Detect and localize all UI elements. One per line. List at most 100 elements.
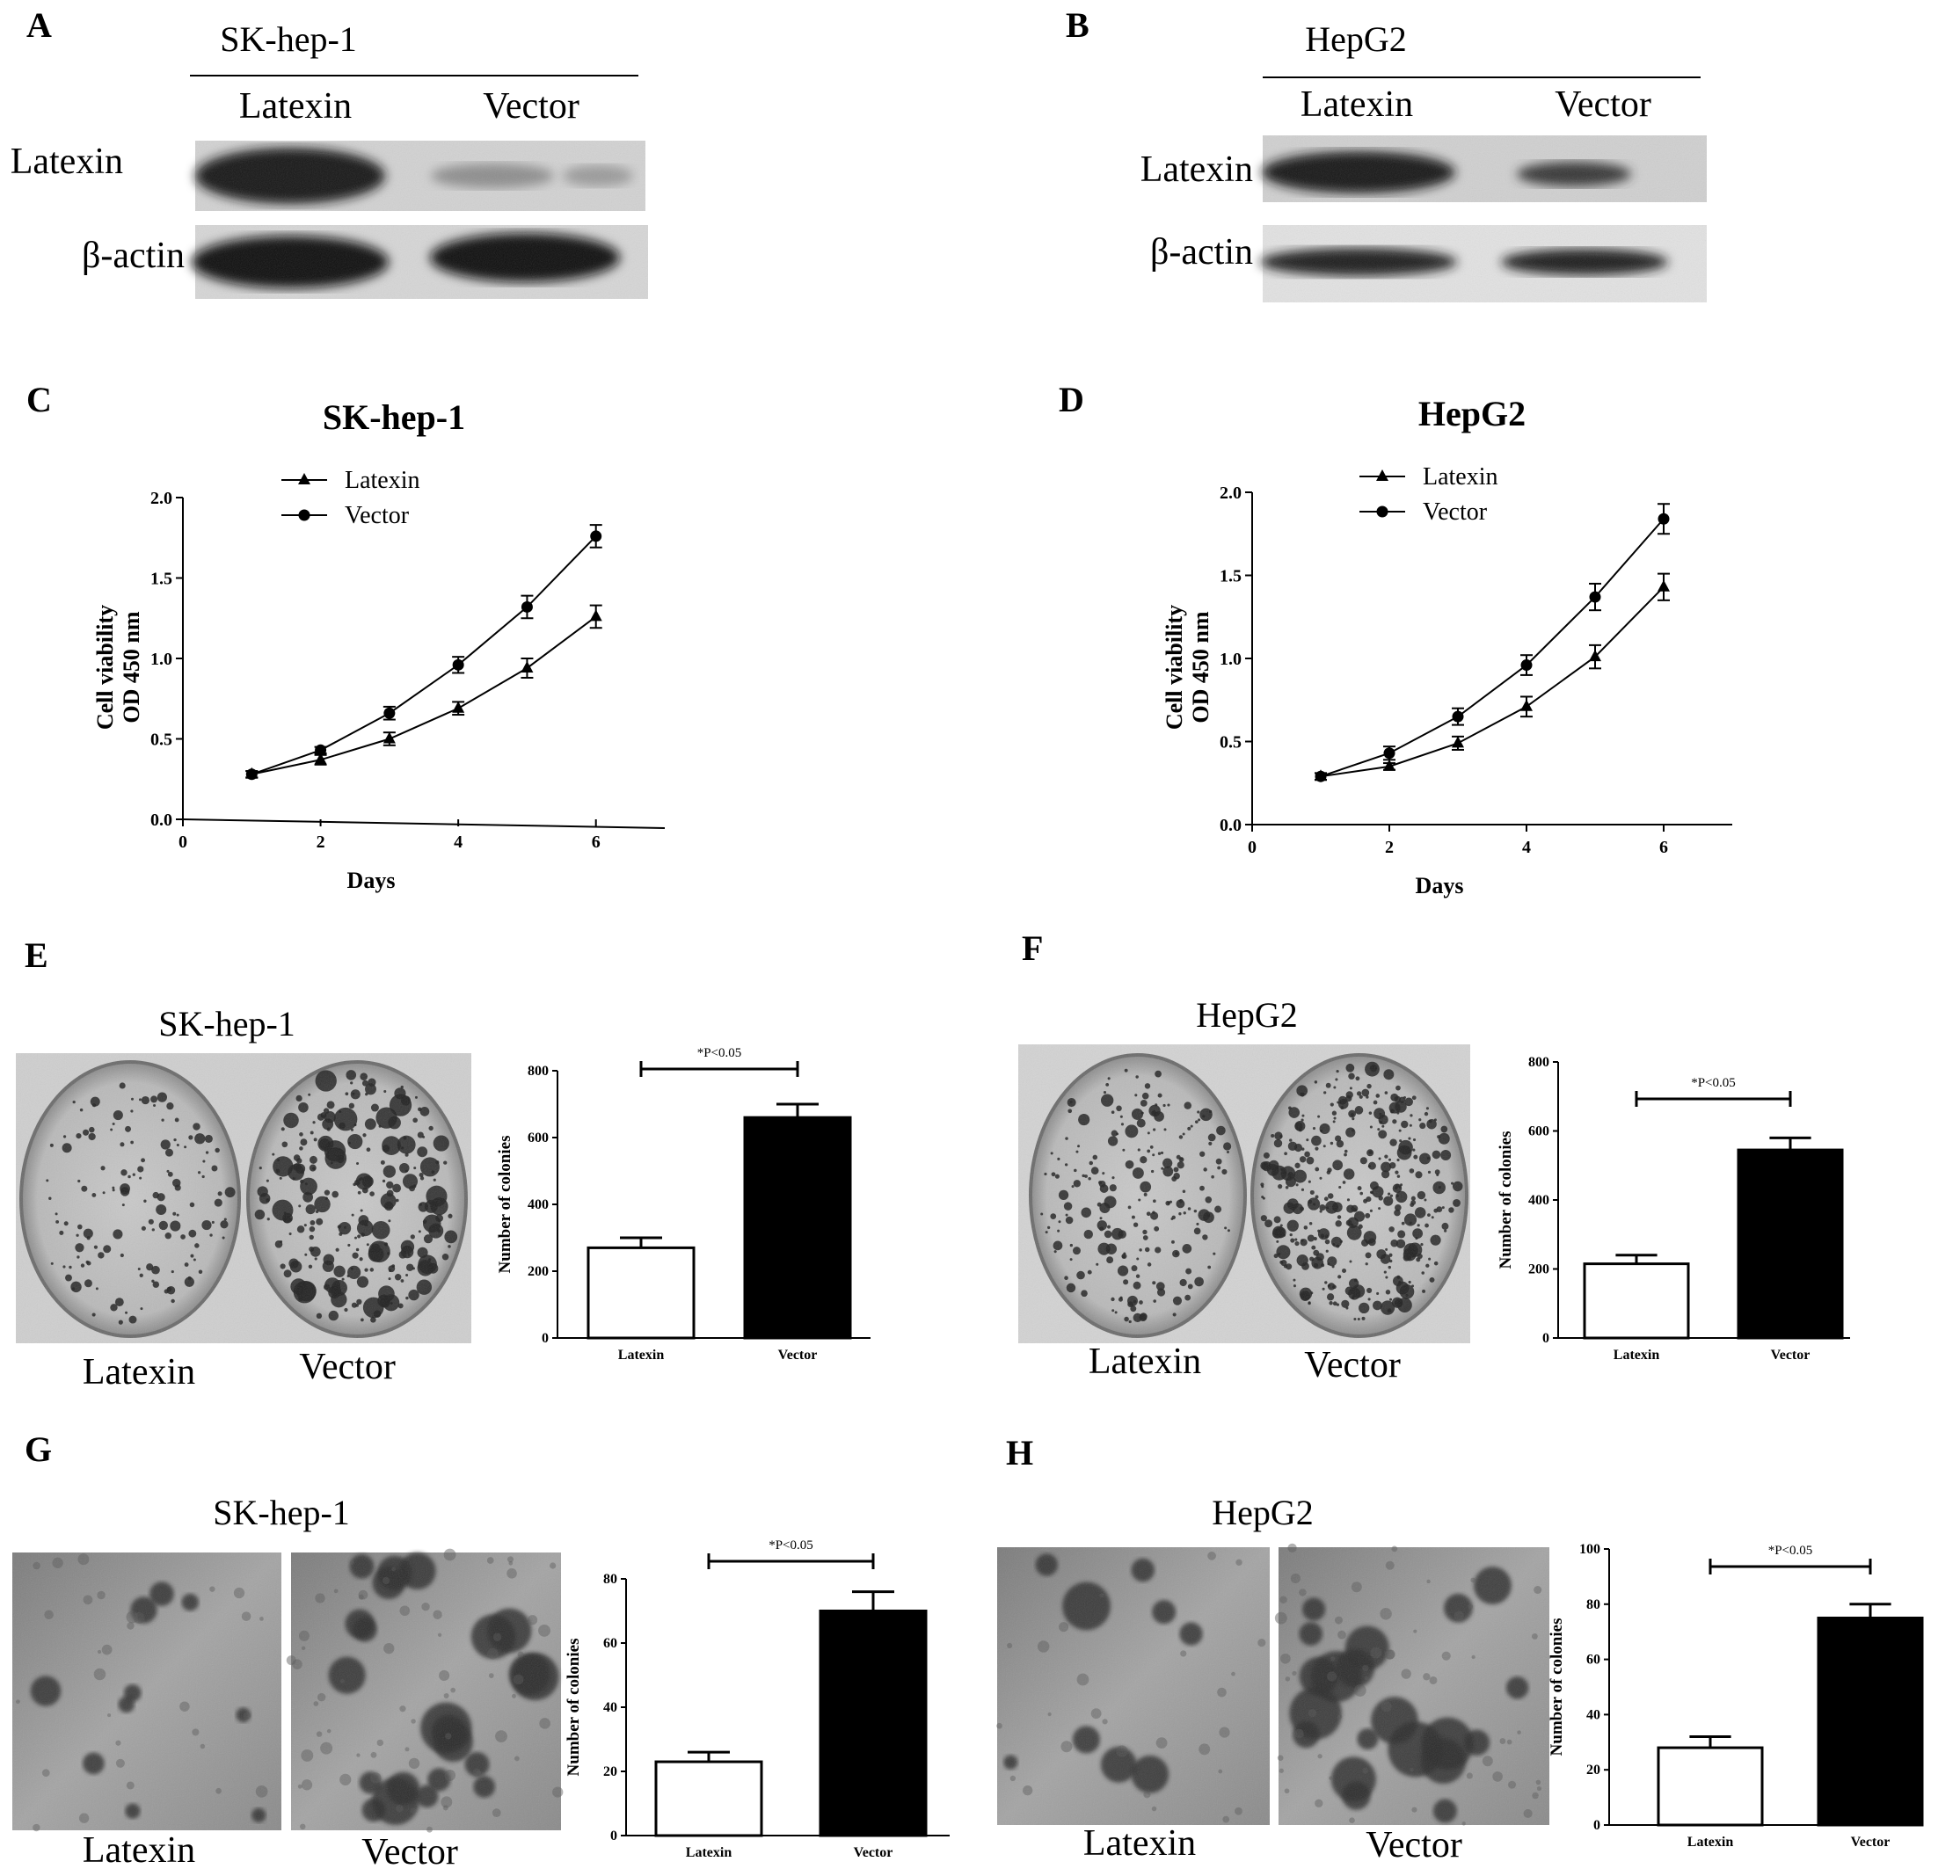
panel-letter-c: C	[26, 380, 52, 419]
blot-a-row-actin: β-actin	[82, 236, 185, 276]
x-axis-label: Days	[1416, 873, 1464, 898]
bar-vector	[819, 1610, 928, 1837]
dish-e-photo	[16, 1053, 471, 1343]
panel-letter-a: A	[26, 5, 52, 45]
dish-e-title: SK-hep-1	[158, 1004, 295, 1043]
blot-b-latexin-strip	[1262, 135, 1707, 202]
significance-label: *P<0.05	[697, 1046, 742, 1060]
dish-e-caption-vector: Vector	[299, 1347, 396, 1387]
point-vector	[1452, 710, 1464, 723]
bar-vector	[1817, 1617, 1924, 1827]
blot-b-lane-latexin: Latexin	[1301, 84, 1413, 125]
y-tick-label: 600	[528, 1131, 549, 1145]
dish-e-caption-latexin: Latexin	[83, 1352, 195, 1392]
point-vector	[1658, 513, 1670, 525]
point-latexin	[589, 609, 602, 622]
colony-chart-e: 0 200 400 600 800 Latexin Vector *P<0.05 Number …	[496, 1046, 871, 1363]
point-vector	[315, 744, 327, 756]
point-vector	[383, 707, 396, 719]
panel-g: G SK-hep-1 Latexin Vector 0 20 40 60 80 Latex…	[12, 1429, 950, 1872]
legend-marker	[1376, 505, 1388, 518]
y-tick-label: 2.0	[1220, 484, 1242, 503]
y-tick-label: 1.5	[1220, 567, 1242, 586]
y-tick-label: 60	[603, 1636, 617, 1651]
y-tick-label: 0	[542, 1331, 549, 1346]
y-tick-label: 1.5	[150, 570, 172, 589]
y-tick-label: 60	[1586, 1653, 1600, 1668]
panel-letter-f: F	[1022, 928, 1043, 968]
y-axis-label: Cell viabilityOD 450 nm	[1162, 605, 1213, 730]
y-tick-label: 100	[1579, 1542, 1600, 1557]
agar-g-title: SK-hep-1	[213, 1493, 350, 1532]
series-line-latexin	[1320, 586, 1665, 778]
point-latexin	[1452, 736, 1464, 748]
bar-vector	[1737, 1148, 1844, 1340]
blot-b-title: HepG2	[1305, 19, 1407, 59]
point-vector	[452, 658, 464, 671]
blot-b-actin-strip	[1260, 225, 1707, 302]
panel-f: F HepG2 Latexin Vector 0 200 400 600 800 Late…	[1018, 928, 1850, 1385]
y-tick-label: 40	[603, 1700, 617, 1715]
dish-f-caption-vector: Vector	[1304, 1345, 1401, 1385]
x-tick-label: 0	[179, 833, 187, 852]
bar-vector	[743, 1116, 852, 1340]
panel-b: B HepG2 Latexin Vector Latexin β-actin	[1066, 5, 1707, 302]
series-line-vector	[251, 535, 597, 775]
legend-marker	[298, 509, 310, 521]
agar-h-title: HepG2	[1212, 1493, 1314, 1532]
y-axis-label-line1: Cell viability	[1162, 605, 1187, 730]
point-latexin	[383, 731, 396, 744]
y-axis-label: Cell viabilityOD 450 nm	[92, 605, 144, 730]
y-axis-label-line2: OD 450 nm	[119, 611, 144, 723]
x-category-label: Vector	[778, 1348, 818, 1363]
point-vector	[521, 600, 533, 613]
y-tick-label: 80	[1586, 1597, 1600, 1612]
point-latexin	[1383, 759, 1395, 771]
panel-c: C SK-hep-1 0.0 0.5 1.0 1.5 2.0 0 2 4 6 Days Cell vi…	[26, 380, 666, 893]
blot-a-lane-latexin: Latexin	[239, 86, 352, 127]
agar-h-photo-latexin	[996, 1547, 1270, 1825]
y-axis-label-line2: OD 450 nm	[1188, 611, 1213, 723]
point-vector	[590, 530, 602, 542]
blot-a-title: SK-hep-1	[220, 19, 357, 59]
growth-chart-d: HepG2 0.0 0.5 1.0 1.5 2.0 0 2 4 6 Days Cell viabili…	[1162, 394, 1732, 898]
legend-label: Latexin	[345, 467, 420, 494]
bar-latexin	[1583, 1262, 1690, 1340]
point-latexin	[452, 701, 465, 713]
x-tick-label: 6	[1659, 838, 1668, 857]
point-vector	[245, 768, 258, 781]
blot-a-lane-vector: Vector	[483, 86, 579, 127]
x-tick-label: 0	[1248, 838, 1257, 857]
point-latexin	[1658, 579, 1670, 592]
y-tick-label: 1.0	[1220, 650, 1242, 669]
y-tick-label: 2.0	[150, 489, 172, 508]
legend-label: Latexin	[1423, 463, 1498, 491]
colony-chart-g: 0 20 40 60 80 Latexin Vector *P<0.05 Number of c…	[565, 1538, 950, 1860]
y-tick-label: 0.0	[150, 811, 172, 830]
x-tick-label: 6	[592, 833, 601, 852]
x-tick-label: 2	[1385, 838, 1394, 857]
y-tick-label: 80	[603, 1572, 617, 1587]
y-tick-label: 0	[1593, 1818, 1600, 1833]
agar-g-photo-vector	[286, 1548, 564, 1833]
significance-label: *P<0.05	[1768, 1544, 1813, 1558]
blot-a-latexin-strip	[195, 141, 645, 211]
y-axis-label: Number of colonies	[1497, 1131, 1515, 1269]
chart-title: SK-hep-1	[323, 397, 465, 437]
y-tick-label: 400	[528, 1197, 549, 1212]
x-tick-label: 2	[317, 833, 325, 852]
blot-b-row-latexin: Latexin	[1140, 149, 1253, 190]
x-category-label: Latexin	[1614, 1348, 1660, 1363]
y-axis-label: Number of colonies	[1548, 1618, 1566, 1756]
bar-latexin	[654, 1760, 763, 1837]
colony-chart-f: 0 200 400 600 800 Latexin Vector *P<0.05 Number …	[1497, 1055, 1850, 1363]
y-tick-label: 20	[1586, 1763, 1600, 1778]
x-category-label: Vector	[854, 1845, 893, 1860]
x-category-label: Vector	[1851, 1835, 1891, 1850]
legend-marker	[298, 473, 310, 484]
y-tick-label: 600	[1528, 1124, 1549, 1139]
y-tick-label: 400	[1528, 1193, 1549, 1208]
legend-marker	[1376, 469, 1388, 481]
agar-h-photo-vector	[1274, 1543, 1549, 1826]
